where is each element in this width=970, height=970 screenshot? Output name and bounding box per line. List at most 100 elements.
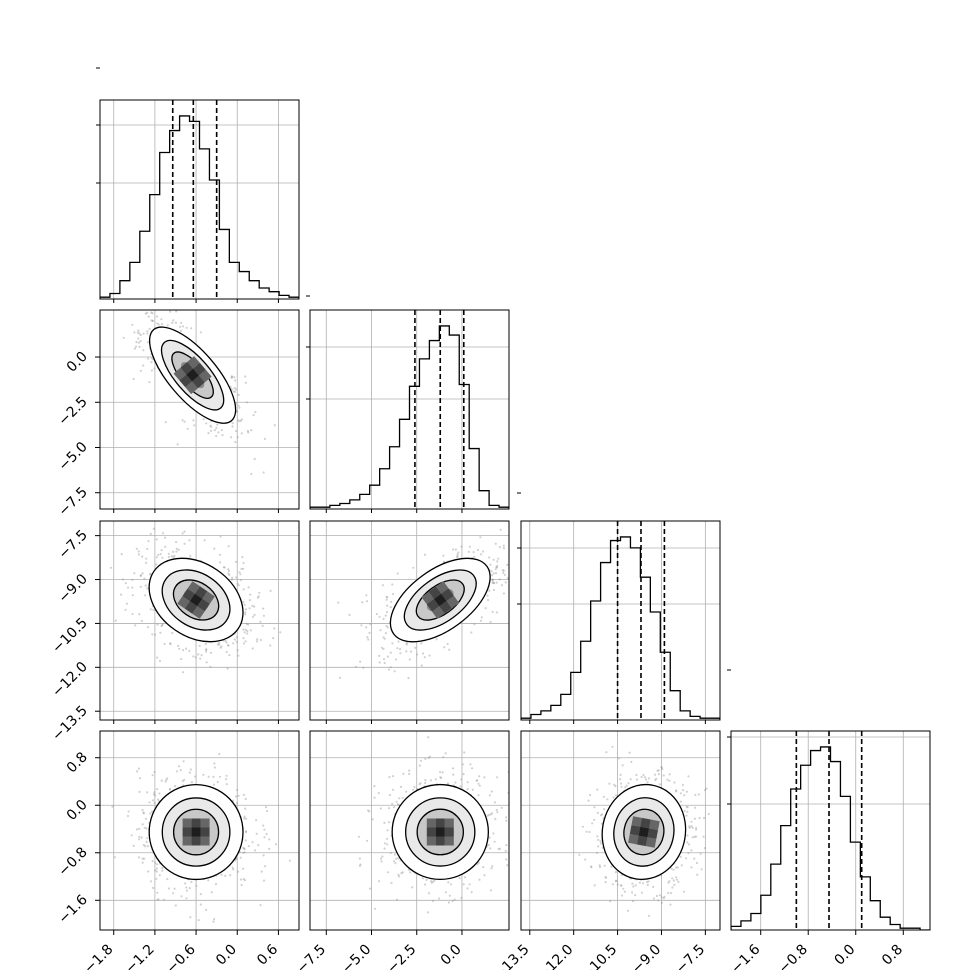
scatter-point — [186, 427, 189, 430]
scatter-point — [160, 624, 163, 628]
scatter-point — [227, 644, 230, 647]
scatter-point — [478, 878, 481, 881]
scatter-point — [156, 898, 159, 901]
scatter-point — [235, 640, 238, 644]
scatter-point — [525, 565, 527, 567]
scatter-point — [161, 532, 165, 535]
scatter-point — [432, 880, 435, 883]
scatter-point — [249, 593, 252, 596]
scatter-point — [424, 779, 427, 782]
scatter-point — [490, 812, 494, 815]
scatter-point — [244, 608, 248, 611]
scatter-point — [471, 767, 474, 770]
scatter-point — [120, 593, 123, 596]
scatter-point — [172, 556, 175, 559]
scatter-point — [141, 857, 144, 860]
scatter-point — [200, 654, 203, 657]
scatter-point — [614, 871, 618, 874]
x-tick-label: 0.0 — [213, 941, 240, 968]
scatter-point — [491, 578, 494, 581]
scatter-point — [190, 880, 193, 884]
scatter-point — [337, 601, 340, 604]
scatter-point — [120, 553, 123, 556]
scatter-point — [488, 589, 491, 592]
y-tick-label: −1.6 — [55, 892, 90, 927]
scatter-point — [228, 573, 231, 577]
hist-panel-0 — [96, 67, 300, 300]
scatter-point — [252, 615, 255, 618]
scatter-point — [660, 896, 663, 899]
scatter-point — [476, 779, 479, 782]
density-cell — [435, 818, 445, 828]
density-cell — [180, 361, 194, 375]
scatter-point — [259, 638, 262, 642]
x-tick-label: −5.0 — [339, 942, 374, 970]
scatter-point — [244, 640, 247, 643]
scatter-point — [173, 554, 176, 558]
scatter-point — [667, 891, 670, 895]
scatter-point — [430, 880, 433, 883]
scatter-point — [490, 813, 493, 816]
scatter-point — [207, 879, 210, 882]
scatter-point — [232, 390, 235, 393]
scatter-point — [237, 393, 240, 396]
scatter-point — [246, 429, 249, 433]
scatter-point — [155, 867, 158, 870]
scatter-point — [456, 553, 459, 556]
scatter-point — [629, 778, 632, 781]
scatter-point — [236, 649, 239, 652]
scatter-point — [178, 647, 181, 650]
scatter-point — [131, 612, 134, 616]
scatter-point — [124, 582, 127, 585]
scatter-point — [693, 817, 697, 820]
scatter-point — [257, 595, 260, 598]
scatter-point — [424, 781, 427, 785]
scatter-point — [456, 555, 459, 559]
scatter-point — [482, 550, 485, 553]
scatter-point — [502, 569, 505, 572]
scatter-point — [151, 633, 154, 636]
scatter-point — [151, 774, 154, 777]
scatter-point — [259, 904, 262, 907]
scatter-point — [634, 884, 637, 887]
density-cell — [649, 819, 660, 831]
scatter-point — [237, 419, 240, 422]
scatter-point — [491, 579, 494, 582]
scatter-point — [378, 661, 381, 664]
scatter-point — [199, 331, 202, 334]
scatter-point — [504, 581, 507, 584]
scatter-point — [386, 829, 389, 832]
scatter-point — [145, 561, 148, 565]
density-cell — [191, 836, 201, 846]
scatter-point — [683, 809, 686, 813]
scatter-point — [231, 422, 234, 425]
scatter-point — [366, 600, 369, 603]
scatter-point — [626, 909, 630, 912]
scatter-point — [213, 918, 216, 921]
scatter-point — [387, 807, 391, 810]
scatter-point — [408, 658, 411, 661]
scatter-point — [489, 847, 492, 850]
scatter-point — [590, 866, 593, 869]
scatter-point — [156, 656, 159, 659]
scatter-point — [161, 623, 164, 626]
scatter-point — [705, 787, 708, 790]
scatter-point — [427, 756, 430, 760]
scatter-point — [386, 626, 389, 629]
scatter-point — [126, 814, 130, 818]
scatter-point — [174, 321, 177, 324]
scatter-point — [399, 652, 402, 655]
scatter-point — [614, 785, 617, 788]
scatter-point — [355, 665, 358, 668]
scatter-point — [243, 851, 246, 854]
x-tick-label: −2.5 — [384, 941, 419, 970]
scatter-point — [205, 422, 208, 425]
scatter-point — [416, 653, 419, 656]
scatter-point — [581, 825, 585, 828]
scatter-point — [642, 773, 645, 777]
scatter-point — [598, 864, 601, 867]
scatter-point — [490, 790, 493, 793]
scatter-point — [398, 875, 401, 878]
scatter-point — [368, 810, 371, 813]
scatter-point — [131, 586, 134, 589]
